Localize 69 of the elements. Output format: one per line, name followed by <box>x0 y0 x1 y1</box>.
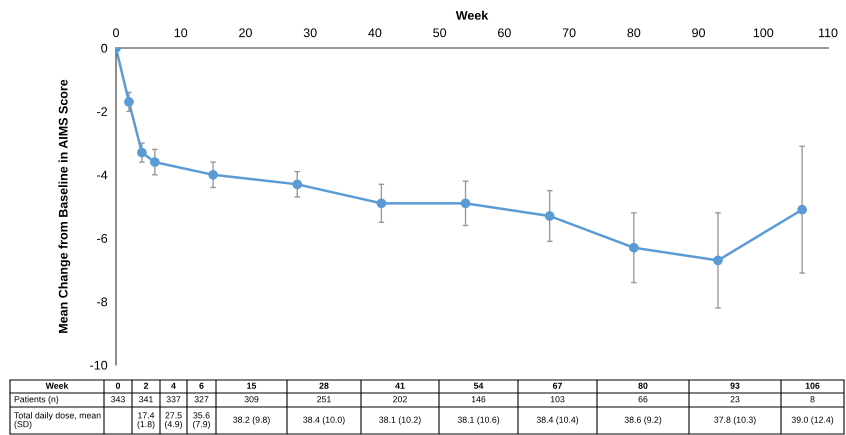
text: 343 <box>111 396 125 402</box>
text: 67 <box>552 382 562 389</box>
text: 15 <box>247 382 256 389</box>
text: 6 <box>199 382 204 389</box>
point <box>544 211 555 221</box>
text: 38.4 (10.0) <box>303 416 345 425</box>
point <box>150 157 160 167</box>
point <box>460 198 470 208</box>
point <box>137 148 147 158</box>
point <box>208 170 218 180</box>
text: 0 <box>116 382 120 389</box>
y-tick-label: -8 <box>97 297 108 306</box>
text: 106 <box>806 382 820 389</box>
text: 27.5 (4.9) <box>165 412 182 429</box>
text: 103 <box>550 396 564 402</box>
text: 337 <box>166 396 180 402</box>
x-tick-label: 50 <box>433 28 446 38</box>
text: Total daily dose, mean (SD) <box>14 412 100 429</box>
x-tick-label: 0 <box>113 28 119 38</box>
y-tick-label: -2 <box>97 107 108 116</box>
text: 54 <box>474 382 484 389</box>
text: 38.1 (10.6) <box>458 416 500 425</box>
x-tick-label: 30 <box>304 28 317 38</box>
text: 4 <box>171 382 176 389</box>
x-tick-label: 20 <box>239 28 252 38</box>
x-tick-label: 90 <box>692 28 706 38</box>
text: 309 <box>244 396 258 402</box>
y-tick-label: 0 <box>101 44 108 53</box>
text: 35.6 (7.9) <box>193 412 210 429</box>
point <box>797 204 807 215</box>
text: 2 <box>144 382 148 389</box>
text: 341 <box>139 396 153 402</box>
x-tick-label: 40 <box>368 28 382 38</box>
point <box>292 179 302 190</box>
y-tick-label: -4 <box>97 170 108 180</box>
text: 202 <box>393 396 407 402</box>
text: 17.4 (1.8) <box>138 412 154 429</box>
text: 8 <box>810 396 815 402</box>
y-tick-label: -6 <box>97 234 108 243</box>
text: 23 <box>730 396 740 402</box>
x-tick-label: 10 <box>174 28 188 38</box>
x-tick-label: 100 <box>754 28 774 38</box>
x-tick-label: 110 <box>818 28 838 38</box>
text: Week <box>46 382 68 389</box>
text: 66 <box>638 396 648 402</box>
x-tick-label: 80 <box>627 28 640 38</box>
y-axis-title: Mean Change from Baseline in AIMS Score <box>58 80 70 333</box>
text: 38.4 (10.4) <box>536 416 578 425</box>
point <box>376 198 386 208</box>
text: 146 <box>472 396 486 402</box>
x-tick-label: 60 <box>498 28 511 38</box>
text: 93 <box>730 382 740 389</box>
point <box>628 242 639 253</box>
x-tick-label: 70 <box>562 28 576 38</box>
text: 80 <box>638 382 648 389</box>
text: 39.0 (12.4) <box>792 416 834 425</box>
point <box>713 256 723 266</box>
text: 28 <box>319 382 329 389</box>
text: 251 <box>317 396 331 402</box>
text: Patients (n) <box>14 396 58 404</box>
text: 38.6 (9.2) <box>624 416 662 425</box>
text: 38.1 (10.2) <box>379 416 421 425</box>
text: 37.8 (10.3) <box>714 416 756 425</box>
text: 41 <box>395 382 405 389</box>
text: 327 <box>194 396 208 402</box>
y-tick-label: -10 <box>90 360 108 370</box>
point <box>124 97 134 107</box>
text: 38.2 (9.8) <box>233 416 270 425</box>
x-axis-title: Week <box>456 10 488 20</box>
